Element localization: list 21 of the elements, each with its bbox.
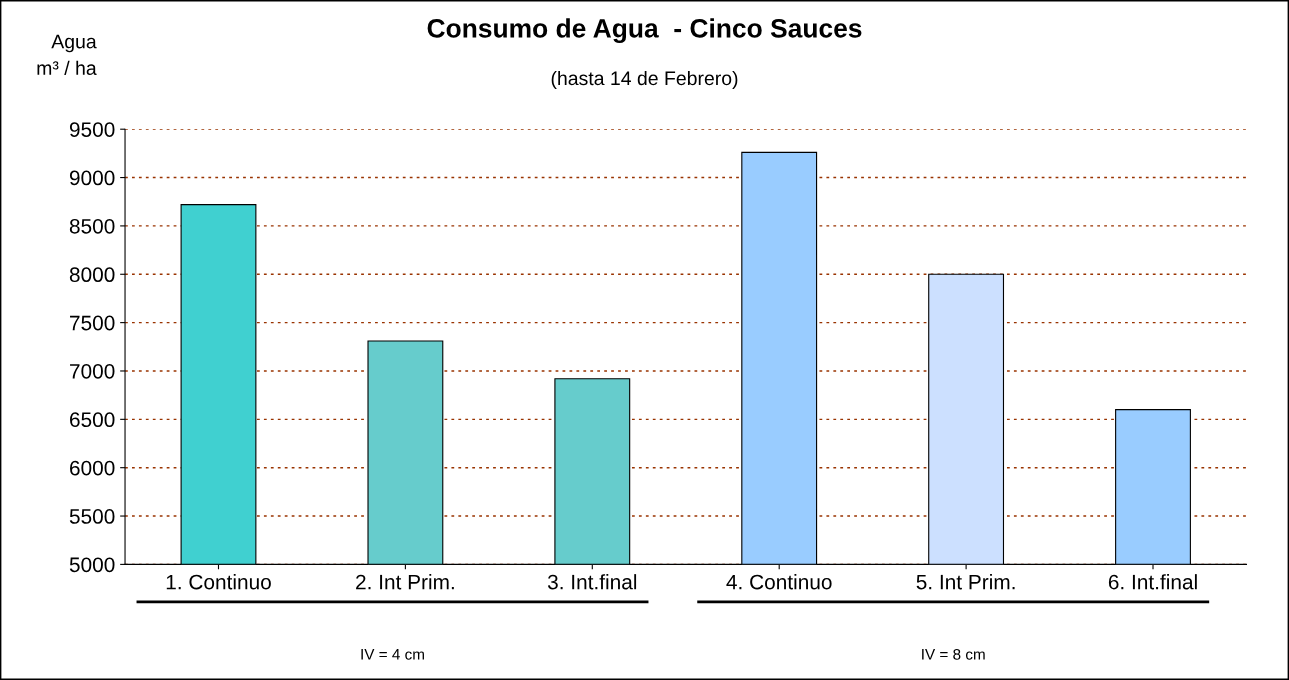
x-tick-label: 3. Int.final xyxy=(547,574,637,590)
x-tick-label: 5. Int Prim. xyxy=(916,574,1015,590)
y-tick-label: 8000 xyxy=(69,267,115,283)
y-tick-label: 6000 xyxy=(70,460,115,476)
y-axis-title: Agua m³ / ha xyxy=(37,34,97,75)
y-tick-label: 8500 xyxy=(69,218,115,234)
y-tick-label: 7500 xyxy=(70,315,115,331)
x-tick-label: 4. Continuo xyxy=(726,574,832,590)
y-tick-label: 9500 xyxy=(69,122,115,137)
y-tick-label: 6500 xyxy=(70,412,115,428)
x-tick-label: 6. Int.final xyxy=(1108,574,1197,590)
x-tick-label: 2. Int Prim. xyxy=(356,574,454,590)
y-tick-label: 5000 xyxy=(69,557,115,573)
chart-subtitle: (hasta 14 de Febrero) xyxy=(551,70,738,90)
y-tick-label: 5500 xyxy=(69,509,115,524)
y-tick-label: 9000 xyxy=(69,170,115,186)
y-tick-label: 7000 xyxy=(70,363,115,379)
text: IV = 4 cm xyxy=(361,649,424,660)
text: IV = 8 cm xyxy=(922,648,985,660)
x-tick-label: 1. Continuo xyxy=(166,574,271,590)
chart-title: Consumo de Agua - Cinco Sauces xyxy=(427,18,862,43)
